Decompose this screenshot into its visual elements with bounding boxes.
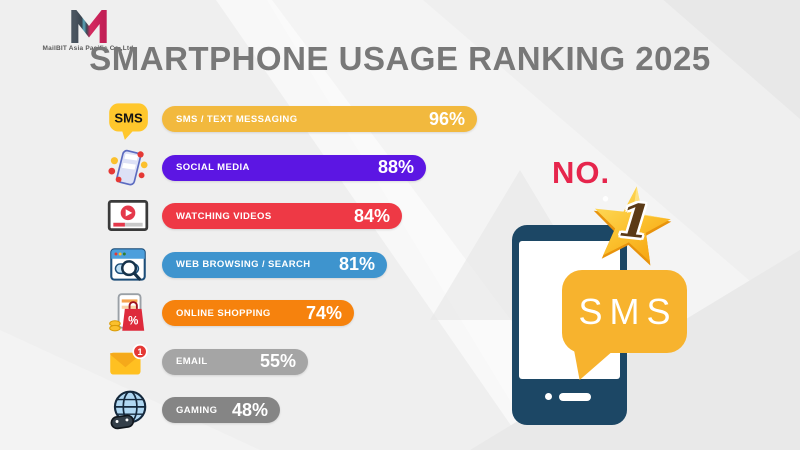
shopping-bag-phone-icon: % <box>100 290 156 336</box>
bar-label: EMAIL <box>176 356 208 368</box>
sms-speech-bubble-icon: SMS <box>100 96 156 142</box>
phone-speaker-dot <box>545 393 552 400</box>
svg-text:1: 1 <box>137 346 142 357</box>
rank-star: 1 <box>585 186 677 268</box>
bar-sms-text-messaging: SMS / TEXT MESSAGING 96% <box>162 106 477 133</box>
chart-row-web-browsing: WEB BROWSING / SEARCH 81% <box>100 241 500 290</box>
bar-value: 96% <box>428 108 465 129</box>
bar-value: 48% <box>231 399 268 420</box>
star-icon <box>593 186 672 266</box>
company-name: MailBIT Asia Pacific Co.,Ltd. <box>42 45 136 52</box>
sms-winner-bubble: SMS <box>562 270 687 353</box>
envelope-notification-icon: 1 <box>100 339 156 385</box>
svg-text:%: % <box>128 316 138 328</box>
chart-row-social-media: SOCIAL MEDIA 88% <box>100 144 500 193</box>
bar-label: SOCIAL MEDIA <box>176 162 250 174</box>
svg-text:SMS: SMS <box>114 111 143 126</box>
bar-email: EMAIL 55% <box>162 348 308 375</box>
chart-row-email: 1 EMAIL 55% <box>100 338 500 387</box>
chart-row-watching-videos: WATCHING VIDEOS 84% <box>100 192 500 241</box>
bar-label: ONLINE SHOPPING <box>176 307 271 319</box>
phone-with-reactions-icon <box>100 145 156 191</box>
bar-label: WEB BROWSING / SEARCH <box>176 259 311 271</box>
bar-watching-videos: WATCHING VIDEOS 84% <box>162 203 402 230</box>
bar-label: WATCHING VIDEOS <box>176 210 272 222</box>
rank-label: NO. <box>552 155 611 190</box>
bar-value: 81% <box>338 254 375 275</box>
bar-label: SMS / TEXT MESSAGING <box>176 113 298 125</box>
chart-row-online-shopping: % ONLINE SHOPPING 74% <box>100 289 500 338</box>
usage-ranking-chart: SMS SMS / TEXT MESSAGING 96% <box>100 95 500 435</box>
phone-home-dash <box>559 393 591 401</box>
company-logo: MailBIT Asia Pacific Co.,Ltd. <box>34 10 144 52</box>
bar-gaming: GAMING 48% <box>162 397 280 424</box>
page-title: SMARTPHONE USAGE RANKING 2025 <box>89 40 711 77</box>
browser-magnifier-icon <box>100 242 156 288</box>
bar-label: GAMING <box>176 404 218 416</box>
bar-value: 88% <box>377 157 414 178</box>
chart-row-sms: SMS SMS / TEXT MESSAGING 96% <box>100 95 500 144</box>
winner-label: SMS <box>578 290 678 332</box>
globe-gamepad-icon <box>100 387 156 433</box>
bar-social-media: SOCIAL MEDIA 88% <box>162 154 426 181</box>
bar-value: 84% <box>353 205 390 226</box>
bar-value: 74% <box>305 302 342 323</box>
video-player-icon <box>100 193 156 239</box>
logo-m-icon <box>71 10 107 44</box>
rank-number: 1 <box>616 192 654 250</box>
bar-online-shopping: ONLINE SHOPPING 74% <box>162 300 354 327</box>
bar-value: 55% <box>259 351 296 372</box>
chart-row-gaming: GAMING 48% <box>100 386 500 435</box>
bar-web-browsing-search: WEB BROWSING / SEARCH 81% <box>162 251 387 278</box>
